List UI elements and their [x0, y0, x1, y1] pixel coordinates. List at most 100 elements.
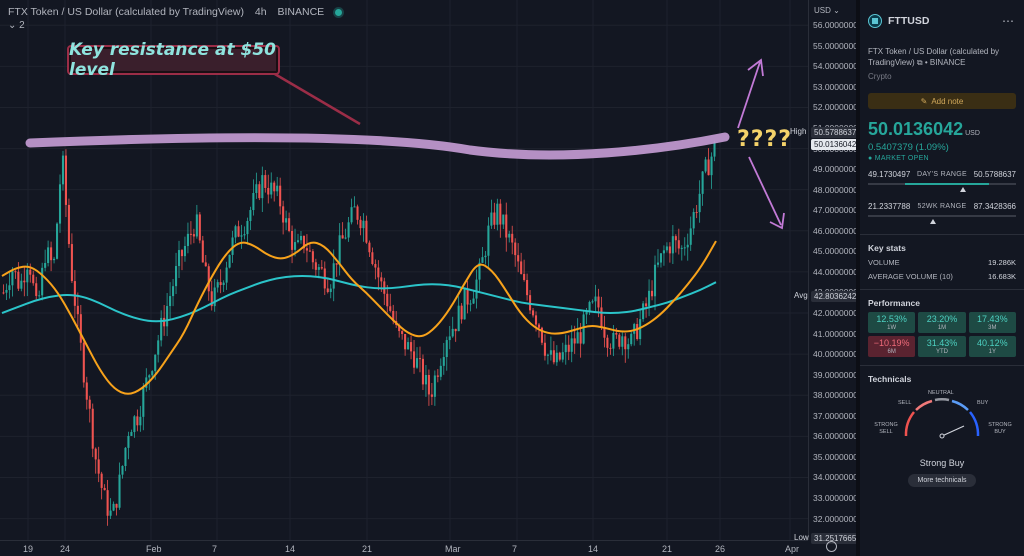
candle-body	[549, 350, 552, 355]
chart-pane[interactable]: FTX Token / US Dollar (calculated by Tra…	[0, 0, 860, 556]
gauge-strong-buy-label: STRONG BUY	[988, 422, 1012, 435]
time-axis-tick: 24	[60, 544, 71, 554]
candle-body	[299, 235, 303, 241]
symbol-name[interactable]: FTTUSD	[888, 15, 930, 27]
candle-body	[273, 182, 276, 192]
candle-body	[204, 262, 207, 267]
candle-body	[246, 220, 249, 235]
price-axis-tick: 37.0000000	[813, 410, 858, 421]
price-axis-tick: 52.0000000	[813, 102, 858, 113]
candle-body	[404, 333, 407, 350]
add-note-button[interactable]: ✎ Add note	[868, 93, 1016, 109]
candle-body	[362, 220, 365, 229]
candle-body	[100, 473, 103, 488]
candle-body	[407, 342, 410, 350]
candle-body	[359, 219, 362, 229]
price-axis-tick: 38.0000000	[813, 390, 858, 401]
candle-body	[564, 344, 567, 353]
price-axis-tick: 47.0000000	[813, 205, 858, 216]
last-price: 50.0136042 USD	[860, 109, 1024, 140]
day-range-high: 50.5788637	[973, 170, 1016, 179]
question-marks-annotation[interactable]: ????	[737, 127, 793, 152]
performance-cell-1y[interactable]: 40.12% 1Y	[968, 336, 1016, 357]
price-axis-tick: 54.0000000	[813, 61, 858, 72]
time-axis-tick: Apr	[785, 544, 800, 554]
candle-body	[115, 503, 118, 508]
candle-body	[484, 255, 487, 258]
down-arrow-head	[769, 212, 785, 230]
day-range-low: 49.1730497	[868, 170, 911, 179]
candle-body	[234, 226, 237, 238]
candle-body	[540, 327, 544, 343]
symbol-category[interactable]: Crypto	[868, 72, 892, 81]
candle-body	[648, 290, 651, 307]
performance-period: 1W	[887, 325, 897, 331]
candle-body	[53, 258, 56, 261]
candle-body	[142, 387, 145, 417]
candle-body	[600, 307, 603, 328]
candle-body	[29, 269, 32, 275]
resistance-callout[interactable]: Key resistance at $50 level	[67, 40, 280, 80]
performance-cell-3m[interactable]: 17.43% 3M	[968, 312, 1016, 333]
candle-body	[305, 248, 308, 251]
candle-body	[597, 296, 600, 308]
time-axis[interactable]: 19 24 Feb 7 14 21 Mar 7 14 21 26 Apr	[0, 540, 808, 556]
performance-cell-6m[interactable]: −10.19% 6M	[868, 336, 916, 357]
candle-body	[169, 296, 172, 307]
candle-body	[668, 246, 671, 254]
key-stats-title[interactable]: Key stats	[868, 243, 906, 253]
performance-cell-1w[interactable]: 12.53% 1W	[868, 312, 916, 333]
divider	[860, 234, 1024, 235]
price-axis[interactable]: 56.0000000 55.0000000 54.0000000 53.0000000…	[808, 0, 858, 540]
candle-body	[213, 287, 216, 307]
candle-body	[433, 375, 436, 397]
clock-icon[interactable]	[826, 541, 837, 552]
52wk-range-high: 87.3428366	[973, 202, 1016, 211]
technicals-title[interactable]: Technicals	[868, 374, 912, 384]
symbol-header: FTTUSD	[860, 0, 1024, 28]
candle-body	[451, 328, 454, 337]
candle-body	[481, 257, 484, 263]
time-axis-tick: Feb	[146, 544, 162, 554]
performance-value: 40.12%	[977, 338, 1008, 348]
candle-body	[674, 236, 677, 241]
performance-value: 23.20%	[926, 314, 958, 324]
52wk-range-label: 52WK RANGE	[917, 203, 967, 210]
stat-label: VOLUME	[868, 258, 900, 267]
candle-body	[14, 271, 17, 273]
performance-period: 3M	[988, 325, 997, 331]
indicator-toggle[interactable]: ⌄ 2	[8, 20, 25, 31]
candle-body	[91, 408, 94, 449]
performance-cell-1m[interactable]: 23.20% 1M	[918, 312, 966, 333]
candle-body	[5, 290, 8, 293]
candle-body	[55, 223, 59, 259]
candle-body	[412, 351, 416, 368]
day-range: 49.1730497 DAY'S RANGE 50.5788637	[868, 170, 1016, 194]
candlestick-chart[interactable]	[0, 0, 808, 540]
candle-body	[35, 283, 38, 296]
candle-body	[23, 280, 26, 283]
price-axis-tick: 35.0000000	[813, 451, 858, 462]
candle-body	[653, 264, 657, 297]
candle-body	[445, 340, 448, 358]
more-options-icon[interactable]: ⋯	[1002, 14, 1014, 28]
legend-interval[interactable]: 4h	[254, 6, 267, 18]
candle-body	[61, 155, 65, 185]
price-axis-tick: 55.0000000	[813, 40, 858, 51]
candle-body	[633, 324, 636, 334]
legend-symbol-title[interactable]: FTX Token / US Dollar (calculated by Tra…	[8, 6, 244, 18]
candle-body	[386, 293, 389, 307]
candle-body	[427, 374, 430, 395]
candle-body	[520, 261, 523, 274]
performance-title[interactable]: Performance	[868, 298, 920, 308]
candle-body	[576, 332, 579, 344]
performance-cell-ytd[interactable]: 31.43% YTD	[918, 336, 966, 357]
more-technicals-button[interactable]: More technicals	[908, 474, 976, 487]
performance-period: YTD	[935, 349, 948, 355]
candle-body	[695, 212, 698, 214]
candle-body	[73, 281, 76, 306]
candle-body	[707, 159, 710, 176]
currency-selector[interactable]: USD ⌄	[814, 6, 840, 15]
candle-body	[267, 187, 270, 195]
high-tag-label: High	[790, 127, 807, 136]
